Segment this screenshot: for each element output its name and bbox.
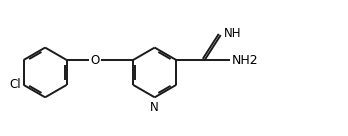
Text: Cl: Cl [9, 78, 21, 91]
Text: O: O [90, 53, 100, 67]
Text: NH2: NH2 [232, 53, 259, 67]
Text: N: N [150, 101, 159, 114]
Text: NH: NH [224, 27, 242, 40]
